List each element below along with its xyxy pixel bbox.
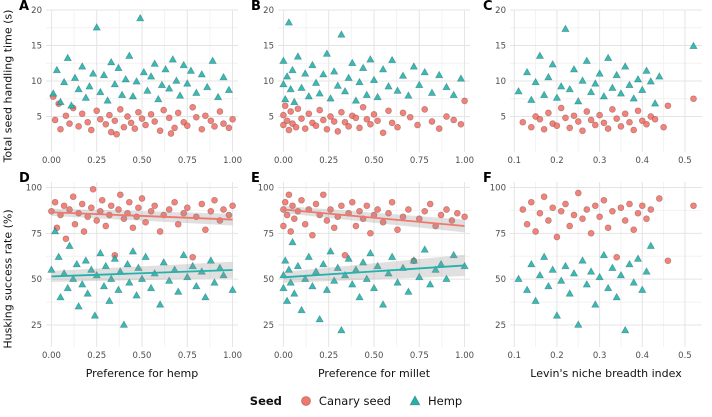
svg-text:0.75: 0.75: [410, 351, 429, 361]
svg-text:5: 5: [269, 113, 274, 123]
panel-label-E: E: [251, 171, 260, 186]
legend-label-hemp: Hemp: [427, 394, 463, 408]
panel-A: A 0.00 0.25 0.50 0.75 1.00 5 10 15 20: [16, 0, 248, 172]
svg-text:0.3: 0.3: [593, 156, 607, 166]
svg-text:15: 15: [31, 42, 42, 52]
svg-text:10: 10: [263, 77, 274, 87]
svg-text:0.00: 0.00: [274, 156, 293, 166]
svg-text:0.00: 0.00: [42, 156, 61, 166]
svg-text:0.1: 0.1: [508, 351, 522, 361]
svg-text:0.00: 0.00: [274, 351, 293, 361]
svg-text:75: 75: [31, 229, 42, 239]
panel-label-D: D: [19, 171, 30, 186]
svg-text:0.25: 0.25: [87, 156, 106, 166]
svg-text:1.00: 1.00: [223, 351, 242, 361]
svg-text:25: 25: [263, 321, 274, 331]
panel-D: D 0.00 0.25 0.50 0.75 1.00 25 50 75 100 Preferenc…: [16, 171, 248, 385]
row-bottom: Husking success rate (%) D 0.00 0.25 0.50 0…: [0, 171, 712, 385]
svg-text:Levin's niche breadth index: Levin's niche breadth index: [530, 367, 682, 380]
y-axis-title-bottom: Husking success rate (%): [0, 172, 16, 385]
svg-text:100: 100: [26, 184, 42, 194]
svg-text:0.2: 0.2: [550, 156, 564, 166]
svg-text:0.1: 0.1: [508, 156, 522, 166]
svg-text:75: 75: [263, 229, 274, 239]
scatter-panel-D: 0.00 0.25 0.50 0.75 1.00 25 50 75 100 Preference …: [26, 182, 242, 380]
svg-text:0.75: 0.75: [410, 156, 429, 166]
svg-text:0.25: 0.25: [319, 156, 338, 166]
svg-text:20: 20: [31, 6, 42, 16]
scatter-panel-F: 0.1 0.2 0.3 0.4 0.5 25 50 75 100 Levin's niche br…: [490, 182, 702, 380]
panel-C: C 0.1 0.2 0.3 0.4 0.5 5 10 15 20: [480, 0, 712, 172]
svg-text:50: 50: [31, 275, 42, 285]
svg-text:0.5: 0.5: [678, 156, 692, 166]
svg-text:0.75: 0.75: [178, 351, 197, 361]
legend: Seed Canary seed Hemp: [0, 385, 712, 417]
panel-E: E 0.00 0.25 0.50 0.75 1.00 25 50 75 100 Preferenc…: [248, 171, 480, 385]
svg-text:Preference for millet: Preference for millet: [318, 367, 431, 380]
svg-text:0.50: 0.50: [133, 156, 152, 166]
svg-text:0.3: 0.3: [593, 351, 607, 361]
svg-text:0.75: 0.75: [178, 156, 197, 166]
panel-label-F: F: [483, 171, 492, 186]
svg-text:100: 100: [490, 184, 506, 194]
svg-text:0.50: 0.50: [365, 156, 384, 166]
svg-text:0.50: 0.50: [365, 351, 384, 361]
legend-label-canary: Canary seed: [318, 394, 391, 408]
svg-text:25: 25: [31, 321, 42, 331]
legend-item-hemp: Hemp: [407, 393, 462, 409]
svg-text:10: 10: [495, 77, 506, 87]
panel-label-A: A: [19, 0, 30, 14]
svg-text:0.4: 0.4: [636, 156, 650, 166]
svg-text:50: 50: [263, 275, 274, 285]
y-axis-title-top-text: Total seed handling time (s): [1, 9, 15, 163]
scatter-panel-B: 0.00 0.25 0.50 0.75 1.00 5 10 15 20: [263, 6, 474, 166]
svg-text:10: 10: [31, 77, 42, 87]
y-axis-title-top: Total seed handling time (s): [0, 0, 16, 172]
canary-seed-circle-icon: [301, 396, 311, 406]
panel-label-C: C: [483, 0, 493, 14]
svg-text:Preference for hemp: Preference for hemp: [86, 367, 199, 380]
row-top: Total seed handling time (s) A 0.00 0.25 0…: [0, 0, 712, 172]
svg-text:1.00: 1.00: [223, 156, 242, 166]
scatter-panel-C: 0.1 0.2 0.3 0.4 0.5 5 10 15 20: [495, 6, 702, 166]
svg-text:0.25: 0.25: [87, 351, 106, 361]
y-axis-title-bottom-text: Husking success rate (%): [1, 208, 15, 349]
svg-text:75: 75: [495, 229, 506, 239]
svg-text:20: 20: [263, 6, 274, 16]
svg-text:15: 15: [263, 42, 274, 52]
svg-text:0.50: 0.50: [133, 351, 152, 361]
scatter-panel-A: 0.00 0.25 0.50 0.75 1.00 5 10 15 20: [31, 6, 242, 166]
svg-text:25: 25: [495, 321, 506, 331]
svg-text:0.25: 0.25: [319, 351, 338, 361]
svg-text:0.4: 0.4: [636, 351, 650, 361]
svg-text:0.00: 0.00: [42, 351, 61, 361]
svg-text:15: 15: [495, 42, 506, 52]
svg-text:1.00: 1.00: [455, 156, 474, 166]
svg-text:1.00: 1.00: [455, 351, 474, 361]
legend-item-canary: Canary seed: [298, 393, 391, 409]
scatter-panel-E: 0.00 0.25 0.50 0.75 1.00 25 50 75 100 Preference …: [258, 182, 474, 380]
svg-text:50: 50: [495, 275, 506, 285]
svg-text:5: 5: [37, 113, 42, 123]
svg-text:5: 5: [501, 113, 506, 123]
panel-label-B: B: [251, 0, 261, 14]
hemp-triangle-icon: [409, 395, 421, 406]
panel-B: B 0.00 0.25 0.50 0.75 1.00 5 10 15 20: [248, 0, 480, 172]
svg-text:0.2: 0.2: [550, 351, 564, 361]
svg-text:20: 20: [495, 6, 506, 16]
svg-text:0.5: 0.5: [678, 351, 692, 361]
legend-title: Seed: [249, 394, 282, 408]
svg-text:100: 100: [258, 184, 274, 194]
panel-F: F 0.1 0.2 0.3 0.4 0.5 25 50 75 100 Levin's niche …: [480, 171, 712, 385]
